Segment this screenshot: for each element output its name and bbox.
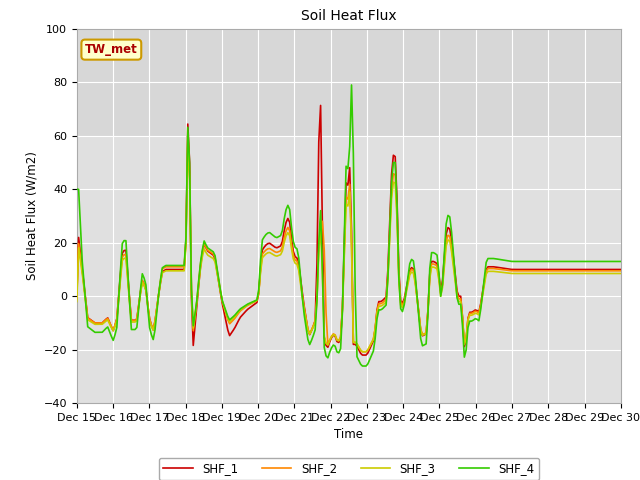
SHF_4	[570, 259, 577, 264]
SHF_1	[399, 300, 406, 306]
SHF_3	[535, 271, 543, 276]
Text: TW_met: TW_met	[85, 43, 138, 56]
SHF_1	[410, 266, 417, 272]
Title: Soil Heat Flux: Soil Heat Flux	[301, 10, 397, 24]
SHF_4	[348, 82, 355, 88]
SHF_3	[401, 300, 408, 306]
SHF_3	[73, 299, 81, 304]
SHF_2	[358, 349, 366, 355]
SHF_4	[73, 186, 81, 192]
Line: SHF_4: SHF_4	[77, 85, 621, 366]
SHF_3	[617, 271, 625, 276]
Line: SHF_1: SHF_1	[77, 106, 621, 355]
SHF_4	[401, 301, 408, 307]
SHF_2	[410, 267, 417, 273]
SHF_3	[410, 270, 417, 276]
SHF_3	[184, 144, 191, 150]
SHF_2	[184, 133, 191, 139]
SHF_1	[75, 235, 83, 240]
SHF_1	[401, 296, 408, 301]
SHF_3	[399, 305, 406, 311]
Y-axis label: Soil Heat Flux (W/m2): Soil Heat Flux (W/m2)	[25, 152, 38, 280]
SHF_4	[75, 187, 83, 192]
Line: SHF_2: SHF_2	[77, 136, 621, 352]
SHF_4	[399, 309, 406, 314]
Legend: SHF_1, SHF_2, SHF_3, SHF_4: SHF_1, SHF_2, SHF_3, SHF_4	[159, 458, 539, 480]
SHF_4	[410, 258, 417, 264]
SHF_1	[73, 293, 81, 299]
Bar	[77, 29, 621, 136]
SHF_4	[358, 363, 366, 369]
SHF_3	[358, 348, 366, 354]
SHF_1	[570, 266, 577, 272]
Line: SHF_3: SHF_3	[77, 147, 621, 351]
SHF_3	[75, 245, 83, 251]
SHF_1	[617, 266, 625, 272]
SHF_1	[317, 103, 324, 108]
SHF_1	[358, 352, 366, 358]
SHF_3	[570, 271, 577, 276]
SHF_4	[617, 259, 625, 264]
SHF_2	[75, 240, 83, 246]
SHF_2	[399, 302, 406, 308]
SHF_4	[535, 259, 543, 264]
SHF_2	[617, 268, 625, 274]
SHF_2	[73, 296, 81, 302]
SHF_2	[401, 298, 408, 303]
SHF_1	[535, 266, 543, 272]
SHF_2	[535, 268, 543, 274]
X-axis label: Time: Time	[334, 429, 364, 442]
SHF_2	[570, 268, 577, 274]
